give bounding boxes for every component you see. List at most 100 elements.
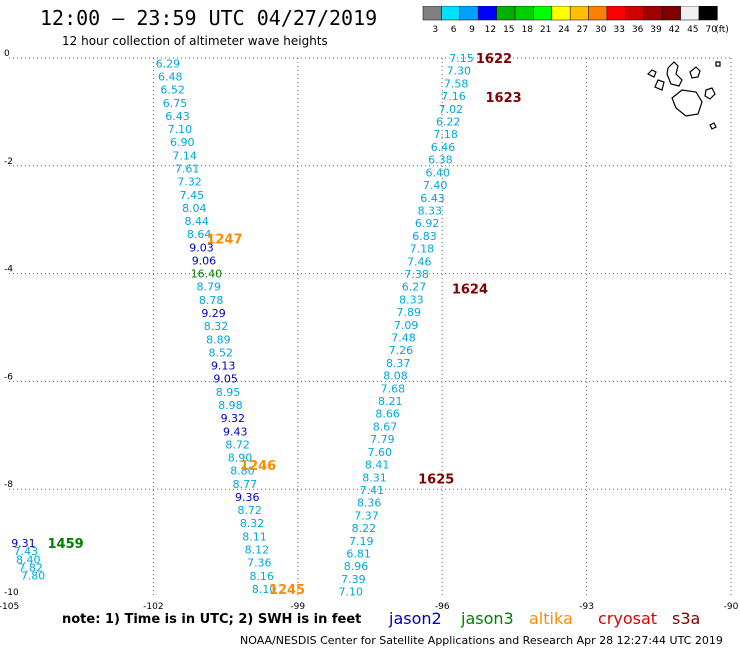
swh-value: 8.78: [199, 294, 224, 307]
swh-value: 7.10: [168, 123, 193, 136]
pass-time-label: 1459: [48, 537, 84, 552]
swh-value: 6.40: [425, 166, 450, 179]
x-tick-label: -105: [0, 602, 19, 610]
swh-value: 16.40: [191, 268, 223, 281]
y-tick-label: -2: [4, 157, 13, 167]
swh-value: 7.61: [175, 162, 200, 175]
swh-value: 6.75: [163, 97, 188, 110]
swh-value: 6.27: [402, 281, 427, 294]
swh-value: 7.09: [394, 319, 419, 332]
colorbar-label: 18: [521, 25, 533, 35]
swh-value: 9.29: [201, 307, 226, 320]
swh-value: 9.13: [211, 360, 236, 373]
swh-value: 9.06: [192, 254, 217, 267]
swh-value: 8.40: [16, 553, 41, 566]
page-title: 12:00 – 23:59 UTC 04/27/2019: [40, 6, 378, 30]
swh-value: 8.41: [365, 459, 390, 472]
swh-value: 6.83: [412, 230, 437, 243]
swh-value: 8.64: [187, 228, 212, 241]
pass-time-label: 1247: [206, 233, 242, 248]
swh-value: 8.80: [230, 465, 255, 478]
page-subtitle: 12 hour collection of altimeter wave hei…: [62, 34, 328, 48]
y-tick-label: -8: [4, 480, 13, 490]
colorbar-label: 27: [577, 25, 588, 35]
swh-value: 7.39: [341, 573, 366, 586]
x-tick-label: -93: [579, 602, 594, 610]
swh-value: 7.89: [396, 306, 421, 319]
swh-value: 6.29: [156, 57, 181, 70]
swh-value: 7.40: [423, 179, 448, 192]
colorbar-label: 36: [632, 25, 644, 35]
y-tick-label: -10: [4, 588, 19, 598]
swh-value: 8.44: [184, 215, 209, 228]
swh-value: 8.08: [383, 370, 408, 383]
swh-value: 7.80: [21, 569, 46, 582]
swh-value: 7.41: [360, 484, 385, 497]
pass-time-label: 1624: [452, 283, 488, 298]
colorbar-label: 24: [558, 25, 570, 35]
legend-altika-label: altika: [529, 609, 573, 628]
swh-value: 8.90: [228, 452, 253, 465]
y-tick-label: -4: [4, 265, 13, 275]
swh-value: 9.43: [223, 425, 248, 438]
swh-value: 8.67: [373, 420, 398, 433]
swh-value: 6.48: [158, 71, 183, 84]
swh-value: 7.10: [338, 586, 363, 599]
swh-value: 8.66: [375, 408, 400, 421]
swh-value: 6.43: [420, 192, 445, 205]
legend-note: note: 1) Time is in UTC; 2) SWH is in fe…: [62, 612, 362, 627]
swh-value: 8.72: [237, 504, 262, 517]
legend-cryosat-label: cryosat: [598, 609, 658, 628]
colorbar-unit: (ft): [715, 25, 729, 35]
swh-value: 7.45: [180, 189, 205, 202]
legend-altika: altika: [529, 609, 573, 628]
pass-time-label: 1246: [240, 459, 276, 474]
colorbar-label: 21: [540, 25, 551, 35]
x-tick-label: -99: [290, 602, 305, 610]
swh-value: 7.18: [410, 243, 435, 256]
swh-value: 7.16: [441, 90, 466, 103]
x-tick-label: -90: [724, 602, 739, 610]
legend-s3a: s3a: [672, 609, 700, 628]
footer-credit: NOAA/NESDIS Center for Satellite Applica…: [240, 634, 723, 647]
swh-value: 9.05: [213, 373, 238, 386]
swh-value: 7.30: [447, 65, 472, 78]
swh-value: 8.33: [418, 204, 443, 217]
swh-value: 6.90: [170, 136, 195, 149]
swh-value: 6.52: [160, 84, 185, 97]
swh-value: 7.26: [389, 344, 414, 357]
swh-value: 7.19: [349, 535, 374, 548]
swh-value: 8.79: [197, 281, 222, 294]
swh-value: 8.16: [249, 570, 274, 583]
y-tick-label: 0: [4, 49, 10, 59]
swh-value: 6.81: [346, 547, 371, 560]
swh-value: 8.77: [233, 478, 258, 491]
swh-value: 8.12: [245, 544, 270, 557]
swh-value: 8.10: [252, 583, 277, 596]
colorbar-label: 42: [669, 25, 680, 35]
swh-value: 6.43: [165, 110, 190, 123]
colorbar-label: 70: [705, 25, 717, 35]
legend-jason2: jason2: [389, 609, 442, 628]
swh-value: 7.43: [14, 545, 39, 558]
swh-value: 8.11: [242, 530, 267, 543]
swh-value: 7.60: [367, 446, 392, 459]
swh-value: 7.68: [381, 382, 406, 395]
swh-value: 8.32: [240, 517, 265, 530]
swh-value: 7.18: [433, 128, 458, 141]
swh-value: 8.37: [386, 357, 411, 370]
swh-value: 7.02: [439, 103, 464, 116]
swh-value: 9.31: [11, 537, 36, 550]
swh-value: 8.95: [216, 386, 241, 399]
swh-value: 7.14: [172, 149, 197, 162]
colorbar-label: 39: [650, 25, 662, 35]
legend-s3a-label: s3a: [672, 609, 701, 628]
swh-value: 8.72: [225, 438, 250, 451]
swh-value: 9.03: [189, 241, 214, 254]
island-outline: [646, 61, 721, 130]
swh-value: 7.58: [444, 77, 469, 90]
pass-time-label: 1622: [476, 52, 512, 67]
swh-value: 7.48: [391, 332, 416, 345]
legend-jason3-label: jason3: [461, 609, 514, 628]
colorbar-label: 3: [432, 25, 438, 35]
